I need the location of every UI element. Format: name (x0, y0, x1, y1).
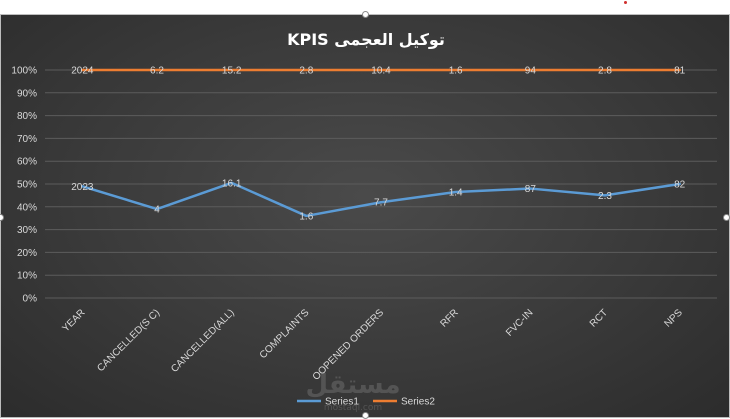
x-tick-label: CANCELLED(S C) (95, 307, 162, 374)
data-label: 1.6 (299, 211, 313, 222)
y-tick-label: 60% (17, 157, 37, 168)
x-tick-label: YEAR (60, 307, 87, 334)
chart-title: توكيل العجمى KPIS (287, 30, 445, 49)
y-tick-label: 80% (17, 111, 37, 122)
legend-label[interactable]: Series2 (401, 397, 435, 408)
data-label: 87 (525, 184, 537, 195)
y-tick-label: 20% (17, 248, 37, 259)
data-label: 6.2 (150, 66, 164, 77)
data-label: 81 (674, 66, 686, 77)
y-tick-label: 30% (17, 225, 37, 236)
data-label: 82 (674, 180, 686, 191)
data-label: 16.1 (222, 178, 242, 189)
data-label: 4 (154, 205, 160, 216)
x-tick-label: RFR (438, 307, 460, 329)
data-labels: 2023 4 16.1 1.6 7.7 1.4 87 2.3 82 2024 6.2 15.2 2.8 1… (71, 66, 685, 223)
data-label: 94 (525, 66, 537, 77)
x-tick-label: NPS (662, 307, 685, 330)
x-tick-label: RCT (588, 307, 610, 329)
resize-handle-right-middle[interactable] (723, 214, 730, 221)
y-tick-label: 50% (17, 180, 37, 191)
y-tick-label: 100% (11, 66, 37, 77)
data-label: 2.8 (598, 66, 612, 77)
y-tick-label: 0% (23, 294, 38, 305)
chart-area[interactable]: 0% 10% 20% 30% 40% 50% 60% 70% 80% 90% 100% YEAR CA… (0, 11, 730, 419)
gridlines (45, 69, 717, 299)
y-tick-label: 40% (17, 202, 37, 213)
data-label: 2024 (71, 66, 94, 77)
data-label: 2023 (71, 182, 94, 193)
resize-handle-left-middle[interactable] (0, 214, 4, 221)
y-tick-label: 90% (17, 88, 37, 99)
legend[interactable]: Series1 Series2 (297, 397, 435, 408)
data-label: 1.6 (449, 66, 463, 77)
y-tick-label: 70% (17, 134, 37, 145)
data-label: 15.2 (222, 66, 242, 77)
resize-handle-top-center[interactable] (362, 11, 369, 18)
data-label: 2.8 (299, 66, 313, 77)
legend-label[interactable]: Series1 (325, 397, 359, 408)
x-tick-label: CANCELLED(ALL) (169, 307, 237, 375)
series-line-1 (81, 181, 681, 218)
series-lines (81, 68, 681, 218)
x-tick-label: FVC-IN (504, 307, 535, 338)
data-label: 1.4 (449, 187, 463, 198)
y-tick-label: 10% (17, 271, 37, 282)
watermark-logo: مستقل mostaql.com (305, 370, 400, 413)
data-label: 7.7 (374, 198, 388, 209)
red-dot-marker (624, 1, 627, 4)
y-axis-ticks: 0% 10% 20% 30% 40% 50% 60% 70% 80% 90% 100% (11, 66, 37, 305)
x-tick-label: COMPLAINTS (258, 307, 312, 361)
watermark-text: مستقل (305, 370, 400, 400)
data-label: 10.4 (371, 66, 391, 77)
line-chart: 0% 10% 20% 30% 40% 50% 60% 70% 80% 90% 100% YEAR CA… (11, 30, 717, 413)
data-label: 2.3 (598, 191, 612, 202)
watermark-subtext: mostaql.com (324, 403, 382, 413)
